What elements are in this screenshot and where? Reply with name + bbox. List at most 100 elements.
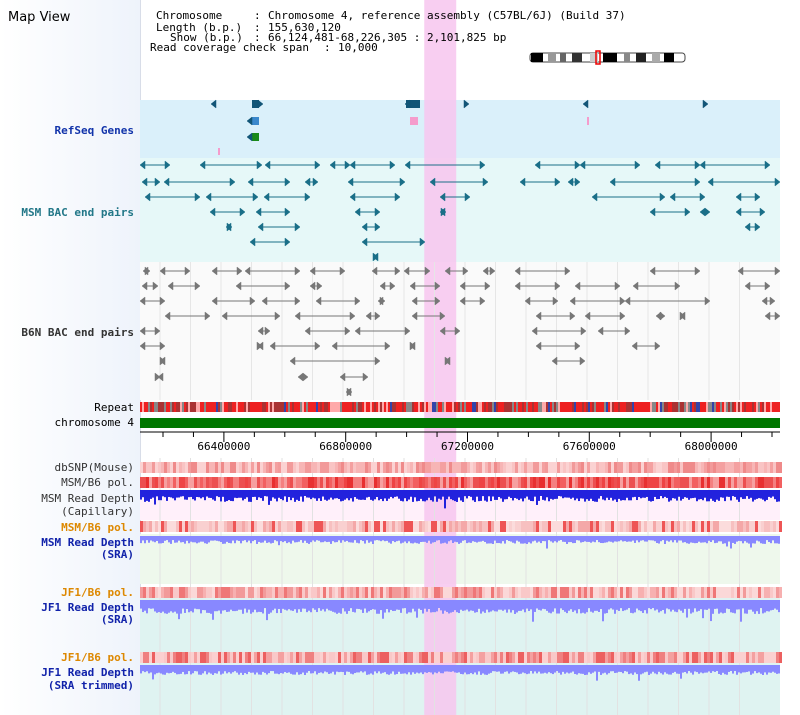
b6n-bac-end[interactable] <box>614 281 621 291</box>
b6n-bac-end[interactable] <box>649 266 656 276</box>
b6n-bac-end[interactable] <box>211 296 218 306</box>
gene-isoform[interactable] <box>410 117 418 125</box>
b6n-bac-end[interactable] <box>619 311 626 321</box>
msm-bac-end[interactable] <box>567 177 574 187</box>
b6n-bac-end[interactable] <box>302 372 309 382</box>
b6n-bac-end[interactable] <box>384 341 391 351</box>
gene-arrow[interactable] <box>257 99 264 109</box>
b6n-bac-end[interactable] <box>164 311 171 321</box>
b6n-bac-end[interactable] <box>654 341 661 351</box>
msm-bac-end[interactable] <box>659 192 666 202</box>
b6n-bac-end[interactable] <box>374 311 381 321</box>
b6n-bac-end[interactable] <box>211 266 218 276</box>
b6n-bac-end[interactable] <box>764 281 771 291</box>
msm-bac-end[interactable] <box>419 237 426 247</box>
b6n-bac-end[interactable] <box>424 266 431 276</box>
msm-bac-end[interactable] <box>694 177 701 187</box>
msm-bac-end[interactable] <box>209 207 216 217</box>
msm-bac-end[interactable] <box>591 192 598 202</box>
b6n-bac-end[interactable] <box>444 266 451 276</box>
msm-bac-end[interactable] <box>479 160 486 170</box>
msm-bac-end[interactable] <box>707 177 714 187</box>
b6n-bac-end[interactable] <box>619 296 626 306</box>
b6n-bac-end[interactable] <box>694 266 701 276</box>
b6n-bac-end[interactable] <box>221 311 228 321</box>
b6n-bac-end[interactable] <box>774 266 781 276</box>
msm-bac-end[interactable] <box>554 177 561 187</box>
msm-bac-end[interactable] <box>139 160 146 170</box>
b6n-bac-end[interactable] <box>264 326 271 336</box>
b6n-bac-end[interactable] <box>632 281 639 291</box>
b6n-bac-end[interactable] <box>314 341 321 351</box>
msm-bac-end[interactable] <box>609 177 616 187</box>
b6n-bac-end[interactable] <box>194 281 201 291</box>
gene-arrow[interactable] <box>246 132 253 142</box>
b6n-bac-end[interactable] <box>484 281 491 291</box>
b6n-bac-end[interactable] <box>159 356 166 366</box>
b6n-bac-end[interactable] <box>574 341 581 351</box>
msm-bac-end[interactable] <box>304 192 311 202</box>
msm-bac-end[interactable] <box>634 160 641 170</box>
msm-bac-end[interactable] <box>372 252 379 262</box>
b6n-bac-end[interactable] <box>524 296 531 306</box>
b6n-bac-end[interactable] <box>551 356 558 366</box>
msm-bac-end[interactable] <box>226 222 233 232</box>
chromosome-bar[interactable] <box>140 418 780 428</box>
b6n-bac-end[interactable] <box>409 281 416 291</box>
b6n-bac-end[interactable] <box>154 372 161 382</box>
b6n-bac-end[interactable] <box>531 326 538 336</box>
b6n-bac-end[interactable] <box>379 296 386 306</box>
b6n-bac-end[interactable] <box>439 326 446 336</box>
b6n-bac-end[interactable] <box>404 326 411 336</box>
b6n-bac-end[interactable] <box>159 296 166 306</box>
b6n-bac-end[interactable] <box>580 326 587 336</box>
b6n-bac-end[interactable] <box>309 281 316 291</box>
msm-bac-end[interactable] <box>304 177 311 187</box>
msm-bac-end[interactable] <box>199 160 206 170</box>
gene-arrow[interactable] <box>404 99 411 109</box>
msm-bac-end[interactable] <box>735 207 742 217</box>
b6n-bac-end[interactable] <box>235 281 242 291</box>
b6n-bac-end[interactable] <box>152 281 159 291</box>
b6n-bac-end[interactable] <box>737 266 744 276</box>
b6n-bac-end[interactable] <box>346 387 353 397</box>
b6n-bac-end[interactable] <box>389 281 396 291</box>
b6n-bac-end[interactable] <box>744 281 751 291</box>
b6n-bac-end[interactable] <box>339 266 346 276</box>
msm-bac-end[interactable] <box>534 160 541 170</box>
b6n-bac-end[interactable] <box>569 296 576 306</box>
b6n-bac-end[interactable] <box>554 281 561 291</box>
b6n-bac-end[interactable] <box>764 311 771 321</box>
msm-bac-end[interactable] <box>394 192 401 202</box>
msm-bac-end[interactable] <box>361 222 368 232</box>
msm-bac-end[interactable] <box>754 192 761 202</box>
b6n-bac-end[interactable] <box>244 266 251 276</box>
gene-arrow[interactable] <box>702 99 709 109</box>
msm-bac-end[interactable] <box>764 160 771 170</box>
gene-isoform[interactable] <box>587 117 589 125</box>
msm-bac-end[interactable] <box>399 177 406 187</box>
gene-block[interactable] <box>406 100 420 108</box>
msm-bac-end[interactable] <box>574 160 581 170</box>
msm-bac-end[interactable] <box>374 207 381 217</box>
gene-arrow[interactable] <box>246 116 253 126</box>
msm-bac-end[interactable] <box>704 207 711 217</box>
msm-bac-end[interactable] <box>256 160 263 170</box>
msm-bac-end[interactable] <box>579 160 586 170</box>
b6n-bac-end[interactable] <box>434 281 441 291</box>
msm-bac-end[interactable] <box>154 177 161 187</box>
b6n-bac-end[interactable] <box>256 341 263 351</box>
b6n-bac-end[interactable] <box>535 341 542 351</box>
b6n-bac-end[interactable] <box>597 326 604 336</box>
msm-bac-end[interactable] <box>349 192 356 202</box>
msm-bac-end[interactable] <box>329 160 336 170</box>
b6n-bac-end[interactable] <box>552 296 559 306</box>
msm-bac-end[interactable] <box>249 237 256 247</box>
b6n-bac-end[interactable] <box>349 311 356 321</box>
b6n-bac-end[interactable] <box>304 326 311 336</box>
msm-bac-end[interactable] <box>344 160 351 170</box>
b6n-bac-end[interactable] <box>154 326 161 336</box>
msm-bac-end[interactable] <box>744 222 751 232</box>
gene-arrow[interactable] <box>463 99 470 109</box>
